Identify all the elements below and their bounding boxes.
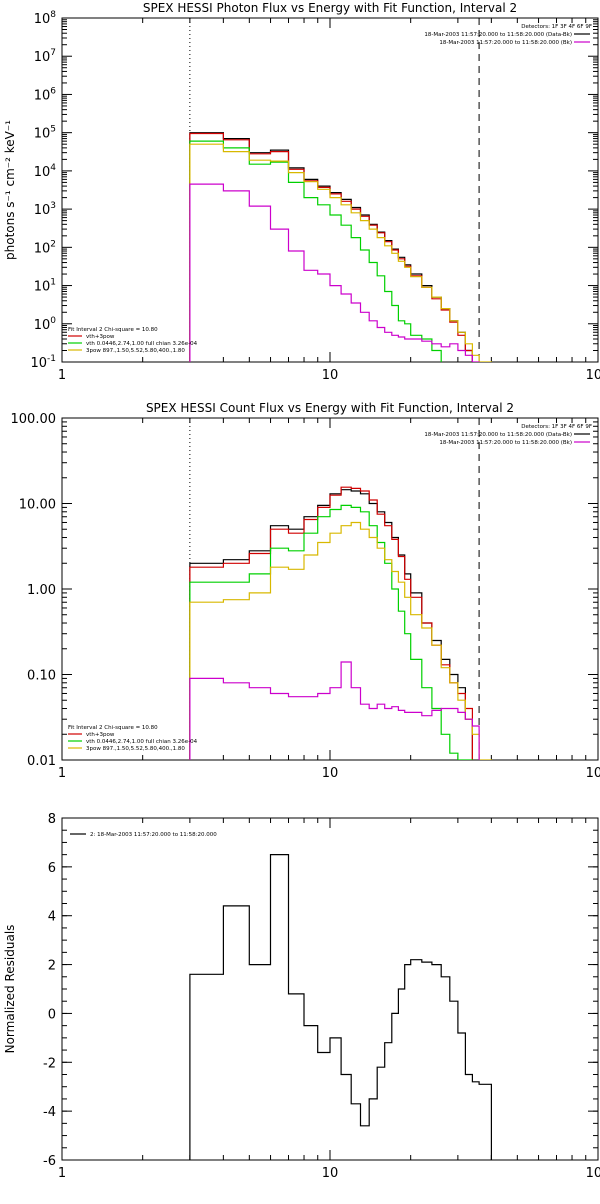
x-tick-label: 10	[322, 766, 339, 781]
x-tick-label: 100	[586, 1166, 600, 1181]
count-flux-panel: SPEX HESSI Count Flux vs Energy with Fit…	[11, 401, 600, 820]
chart-title: SPEX HESSI Photon Flux vs Energy with Fi…	[143, 1, 517, 15]
x-tick-label: 100	[586, 766, 600, 781]
y-tick-base: 10	[34, 241, 51, 256]
y-tick-label: 101	[34, 278, 56, 295]
series-line-background	[190, 662, 479, 762]
y-tick-exponent: 3	[50, 201, 56, 211]
x-tick-label: 10	[322, 1166, 339, 1181]
y-tick-label: 108	[34, 10, 57, 27]
y-tick-label: 0.10	[27, 669, 56, 684]
y-tick-base: 10	[34, 318, 51, 333]
legend-top-text: 18-Mar-2003 11:57:20.000 to 11:58:20.000…	[439, 440, 572, 446]
y-tick-label: 105	[34, 125, 56, 142]
plot-frame	[62, 818, 598, 1160]
legend-bottom-text: 3pow 897.,1.50,5.52,5.80,400.,1.80	[86, 746, 185, 752]
legend-bottom-text: vth 0.0446,2.74,1.00 full chian 3.26e-04	[86, 341, 198, 347]
y-tick-label: 102	[34, 239, 56, 256]
y-tick-exponent: -1	[47, 354, 56, 364]
legend-bottom-text: Fit Interval 2 Chi-square = 10.80	[68, 725, 158, 731]
y-tick-exponent: 8	[50, 10, 56, 20]
y-tick-exponent: 7	[50, 48, 56, 58]
y-tick-base: 10	[34, 280, 51, 295]
legend-top-text: 18-Mar-2003 11:57:20.000 to 11:58:20.000…	[424, 432, 572, 438]
y-tick-exponent: 1	[50, 278, 56, 288]
y-tick-base: 10	[34, 12, 51, 27]
y-tick-base: 10	[34, 50, 51, 65]
y-tick-label: 8	[48, 812, 56, 827]
residuals-panel: Normalized Residuals 1 10 100 -6 -4 -2 0 2 4 6 8 2: …	[3, 812, 600, 1181]
series-group	[190, 133, 517, 382]
series-group	[190, 855, 492, 1162]
y-axis-label: photons s⁻¹ cm⁻² keV⁻¹	[3, 120, 17, 260]
y-tick-label: 0	[48, 1007, 56, 1022]
x-tick-label: 10	[322, 368, 339, 383]
plot-frame	[62, 418, 598, 760]
legend-top-text: 18-Mar-2003 11:57:20.000 to 11:58:20.000…	[424, 32, 572, 38]
y-tick-base: 10	[34, 127, 51, 142]
legend-bottom-text: 3pow 897.,1.50,5.52,5.80,400.,1.80	[86, 348, 185, 354]
y-tick-label: 103	[34, 201, 56, 218]
y-tick-base: 10	[34, 203, 51, 218]
y-tick-exponent: 2	[50, 239, 56, 249]
legend-bottom-text: vth+3pow	[86, 732, 115, 738]
x-tick-label: 100	[586, 368, 600, 383]
legend-top-text: Detectors: 1F 3F 4F 6F 9F	[521, 424, 592, 430]
y-tick-exponent: 0	[50, 316, 56, 326]
y-tick-base: 10	[30, 356, 47, 371]
y-tick-label: 107	[34, 48, 56, 65]
legend-top-left-text: 2: 18-Mar-2003 11:57:20.000 to 11:58:20.…	[90, 832, 217, 838]
series-line-thermal	[190, 141, 473, 382]
y-tick-label: 106	[34, 86, 57, 103]
y-tick-label: 104	[34, 163, 57, 180]
legend-top-text: Detectors: 1F 3F 4F 6F 9F	[521, 24, 592, 30]
x-tick-label: 1	[58, 368, 66, 383]
y-tick-label: 4	[48, 910, 56, 925]
y-tick-base: 10	[34, 165, 51, 180]
y-tick-label: -6	[43, 1154, 56, 1169]
series-line-power	[190, 144, 517, 377]
legend-top-text: 18-Mar-2003 11:57:20.000 to 11:58:20.000…	[439, 40, 572, 46]
y-tick-label: 1.00	[27, 583, 56, 598]
photon-flux-panel: SPEX HESSI Photon Flux vs Energy with Fi…	[3, 1, 600, 383]
x-tick-label: 1	[58, 766, 66, 781]
y-tick-label: -2	[43, 1056, 56, 1071]
legend-bottom-text: vth+3pow	[86, 334, 115, 340]
y-tick-exponent: 6	[50, 86, 56, 96]
legend-bottom-text: vth 0.0446,2.74,1.00 full chian 3.26e-04	[86, 739, 198, 745]
y-tick-base: 10	[34, 88, 51, 103]
series-line-total	[190, 133, 473, 364]
series-line-total	[190, 490, 473, 762]
series-line-fit	[190, 134, 473, 365]
legend-bottom-text: Fit Interval 2 Chi-square = 10.80	[68, 327, 158, 333]
y-axis-label: Normalized Residuals	[3, 925, 17, 1054]
series-line-power	[190, 523, 529, 820]
y-tick-label: 10-1	[30, 354, 56, 371]
series-line-background	[190, 184, 479, 364]
y-tick-label: -4	[43, 1105, 56, 1120]
chart-title: SPEX HESSI Count Flux vs Energy with Fit…	[146, 401, 514, 415]
series-line-fit	[190, 487, 473, 762]
y-tick-label: 6	[48, 861, 56, 876]
series-group	[190, 487, 529, 820]
series-line-total	[190, 855, 492, 1162]
x-tick-label: 1	[58, 1166, 66, 1181]
y-tick-label: 2	[48, 959, 56, 974]
series-line-thermal	[190, 505, 473, 762]
y-tick-exponent: 4	[50, 163, 56, 173]
y-tick-label: 0.01	[27, 754, 56, 769]
y-tick-label: 100	[34, 316, 57, 333]
y-tick-exponent: 5	[50, 125, 56, 135]
y-tick-label: 10.00	[19, 498, 56, 513]
y-tick-label: 100.00	[11, 412, 57, 427]
